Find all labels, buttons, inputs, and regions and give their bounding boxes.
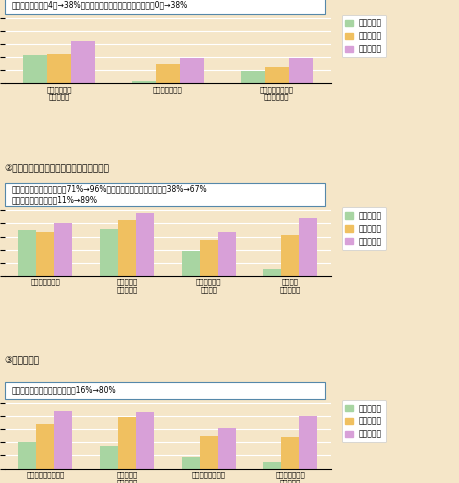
Bar bbox=[281, 437, 299, 469]
Bar bbox=[54, 224, 72, 276]
Bar bbox=[241, 71, 264, 83]
Bar bbox=[264, 67, 288, 83]
Bar bbox=[118, 417, 136, 469]
Bar bbox=[71, 41, 95, 83]
Text: 事故体験共有の取組み実施　　16%→80%: 事故体験共有の取組み実施 16%→80% bbox=[11, 386, 116, 395]
Legend: １回目評価, ２回目評価, ３回目評価: １回目評価, ２回目評価, ３回目評価 bbox=[341, 15, 385, 57]
Bar bbox=[263, 269, 281, 276]
Bar bbox=[132, 81, 156, 83]
Bar bbox=[36, 424, 54, 469]
Bar bbox=[217, 428, 235, 469]
Bar bbox=[100, 446, 118, 469]
Bar bbox=[299, 217, 317, 276]
Bar bbox=[47, 54, 71, 83]
Bar bbox=[181, 457, 199, 469]
Bar bbox=[36, 232, 54, 276]
Bar bbox=[288, 58, 312, 83]
Bar bbox=[100, 229, 118, 276]
Bar bbox=[179, 58, 203, 83]
Bar bbox=[18, 230, 36, 276]
Bar bbox=[118, 220, 136, 276]
Bar bbox=[217, 232, 235, 276]
Bar bbox=[23, 55, 47, 83]
Bar bbox=[181, 251, 199, 276]
Bar bbox=[281, 235, 299, 276]
Bar bbox=[299, 416, 317, 469]
Bar bbox=[263, 462, 281, 469]
Bar bbox=[136, 412, 154, 469]
Text: 再発防止対策検討・実施　71%→96%　ヒヤリ・ハット情報活用　38%→67%
他社事例収集・活用　11%→89%: 再発防止対策検討・実施 71%→96% ヒヤリ・ハット情報活用 38%→67% … bbox=[11, 185, 207, 204]
Bar bbox=[199, 437, 217, 469]
Legend: １回目評価, ２回目評価, ３回目評価: １回目評価, ２回目評価, ３回目評価 bbox=[341, 400, 385, 442]
Text: ③教育・訓練: ③教育・訓練 bbox=[5, 355, 39, 365]
Bar bbox=[18, 442, 36, 469]
Bar bbox=[136, 213, 154, 276]
Bar bbox=[156, 64, 179, 83]
Text: ②事故、ヒヤリ・ハット情報の収集・活用: ②事故、ヒヤリ・ハット情報の収集・活用 bbox=[5, 163, 109, 172]
Text: 目安箱等の設置　4％→38%　　情報伝達に係る改善の取組み　0％→38%: 目安箱等の設置 4％→38% 情報伝達に係る改善の取組み 0％→38% bbox=[11, 0, 187, 10]
Legend: １回目評価, ２回目評価, ３回目評価: １回目評価, ２回目評価, ３回目評価 bbox=[341, 208, 385, 250]
Bar bbox=[199, 240, 217, 276]
Bar bbox=[54, 411, 72, 469]
